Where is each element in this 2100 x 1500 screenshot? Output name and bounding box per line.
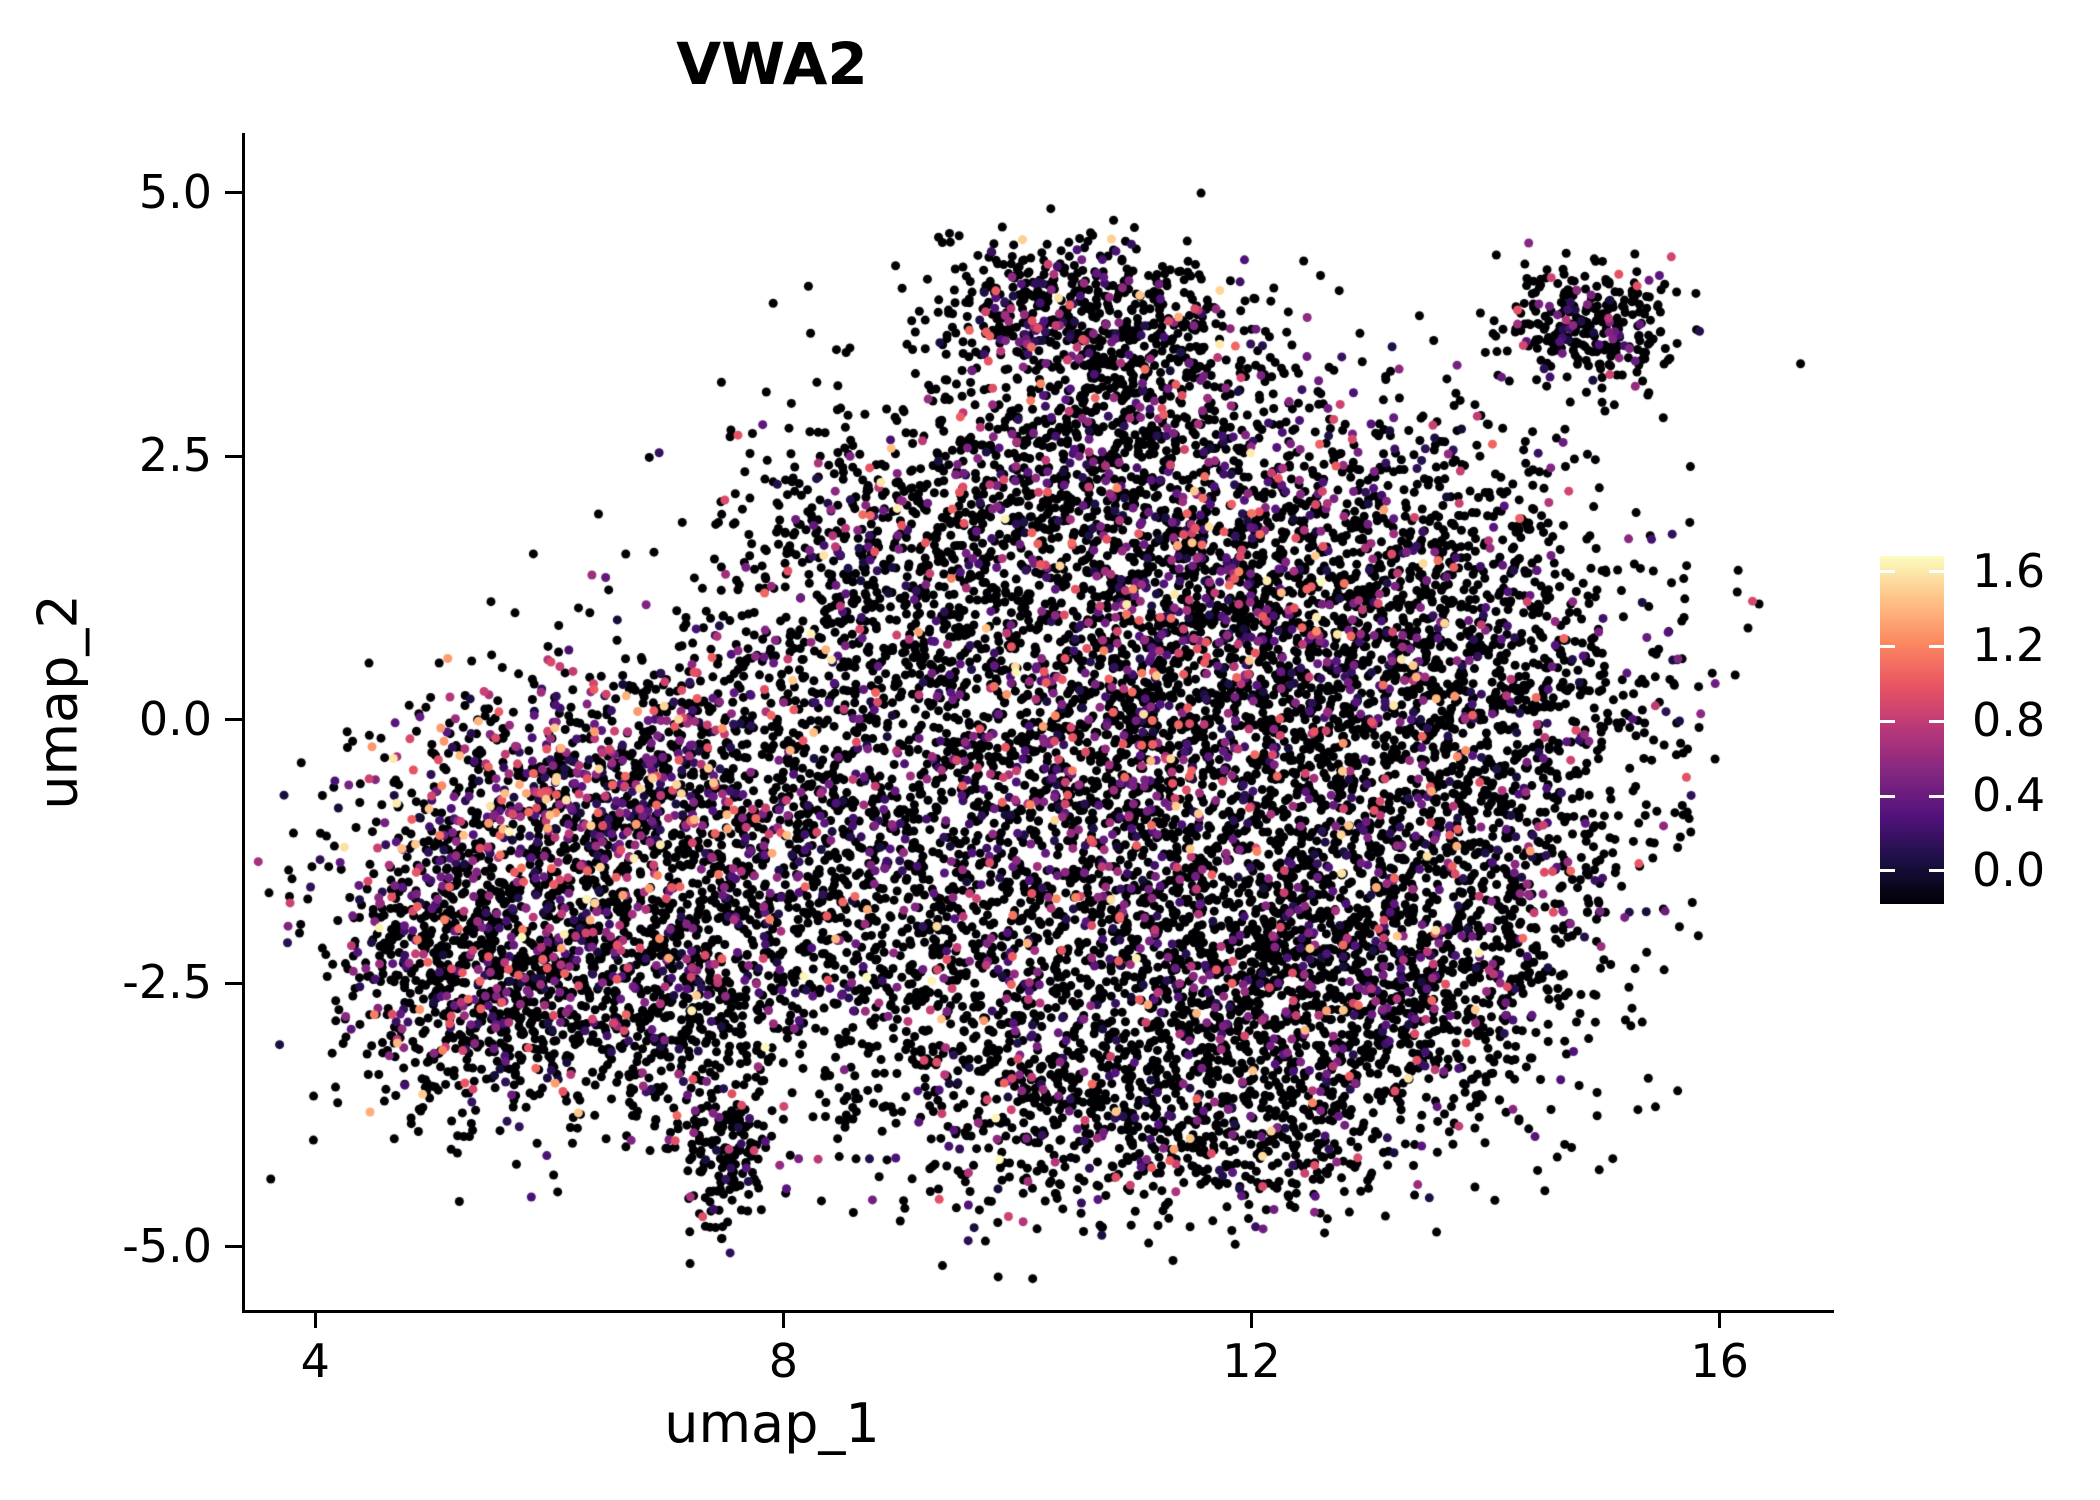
colorbar-tick-mark (1929, 794, 1944, 798)
x-tick-label: 4 (300, 1334, 330, 1388)
y-tick-mark (225, 1245, 242, 1249)
colorbar-tick-label: 0.4 (1972, 768, 2046, 823)
x-tick-label: 12 (1222, 1334, 1281, 1388)
y-tick-mark (225, 454, 242, 458)
x-tick-mark (781, 1313, 785, 1328)
colorbar-tick-mark (1929, 719, 1944, 723)
x-axis-line (242, 1310, 1834, 1313)
y-tick-label: 0.0 (138, 691, 212, 746)
colorbar-tick-mark (1880, 570, 1895, 574)
x-axis-label: umap_1 (664, 1392, 880, 1455)
y-axis-line (242, 133, 245, 1313)
colorbar-tick-label: 1.6 (1972, 543, 2046, 598)
y-tick-label: -2.5 (122, 955, 212, 1010)
colorbar-tick-mark (1880, 869, 1895, 873)
y-tick-label: 5.0 (138, 164, 212, 219)
colorbar-gradient (1880, 556, 1944, 904)
colorbar-tick-label: 0.8 (1972, 693, 2046, 748)
y-tick-label: 2.5 (138, 428, 212, 483)
x-tick-label: 16 (1690, 1334, 1749, 1388)
colorbar (1880, 556, 1944, 904)
colorbar-tick-label: 1.2 (1972, 618, 2046, 673)
colorbar-tick-mark (1880, 719, 1895, 723)
colorbar-tick-mark (1929, 570, 1944, 574)
y-tick-mark (225, 981, 242, 985)
y-tick-label: -5.0 (122, 1218, 212, 1273)
x-tick-mark (313, 1313, 317, 1328)
colorbar-tick-label: 0.0 (1972, 842, 2046, 897)
colorbar-tick-mark (1880, 794, 1895, 798)
colorbar-tick-mark (1929, 644, 1944, 648)
y-tick-mark (225, 191, 242, 195)
scatter-canvas (245, 140, 1825, 1310)
x-tick-mark (1250, 1313, 1254, 1328)
colorbar-tick-mark (1929, 869, 1944, 873)
y-tick-mark (225, 718, 242, 722)
colorbar-tick-mark (1880, 644, 1895, 648)
x-tick-label: 8 (768, 1334, 798, 1388)
x-tick-mark (1718, 1313, 1722, 1328)
chart-title: VWA2 (676, 30, 868, 98)
